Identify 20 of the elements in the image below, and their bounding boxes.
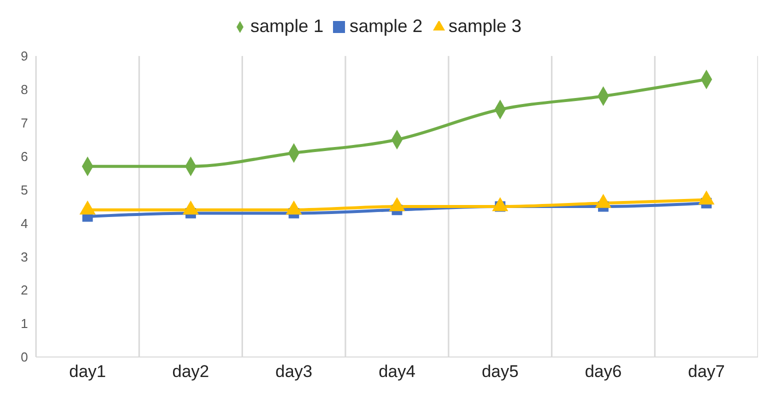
y-tick-label: 6 bbox=[20, 148, 28, 164]
x-tick-label: day5 bbox=[482, 362, 519, 382]
y-tick-label: 2 bbox=[20, 282, 28, 298]
legend-label: sample 2 bbox=[349, 16, 423, 36]
y-tick-label: 8 bbox=[20, 82, 28, 98]
x-tick-label: day1 bbox=[69, 362, 106, 382]
y-tick-label: 3 bbox=[20, 249, 28, 264]
y-tick-label: 9 bbox=[20, 48, 28, 64]
x-tick-label: day4 bbox=[378, 362, 416, 382]
y-tick-label: 1 bbox=[20, 316, 28, 332]
x-tick-label: day7 bbox=[688, 362, 725, 382]
legend-label: sample 3 bbox=[448, 16, 522, 36]
y-tick-label: 0 bbox=[20, 350, 28, 365]
x-tick-label: day2 bbox=[172, 362, 210, 382]
x-tick-label: day6 bbox=[584, 362, 622, 382]
y-tick-label: 7 bbox=[20, 116, 28, 131]
x-tick-label: day3 bbox=[275, 362, 312, 382]
y-tick-label: 4 bbox=[20, 216, 28, 231]
legend-label: sample 1 bbox=[250, 16, 324, 36]
y-tick-label: 5 bbox=[20, 182, 28, 198]
